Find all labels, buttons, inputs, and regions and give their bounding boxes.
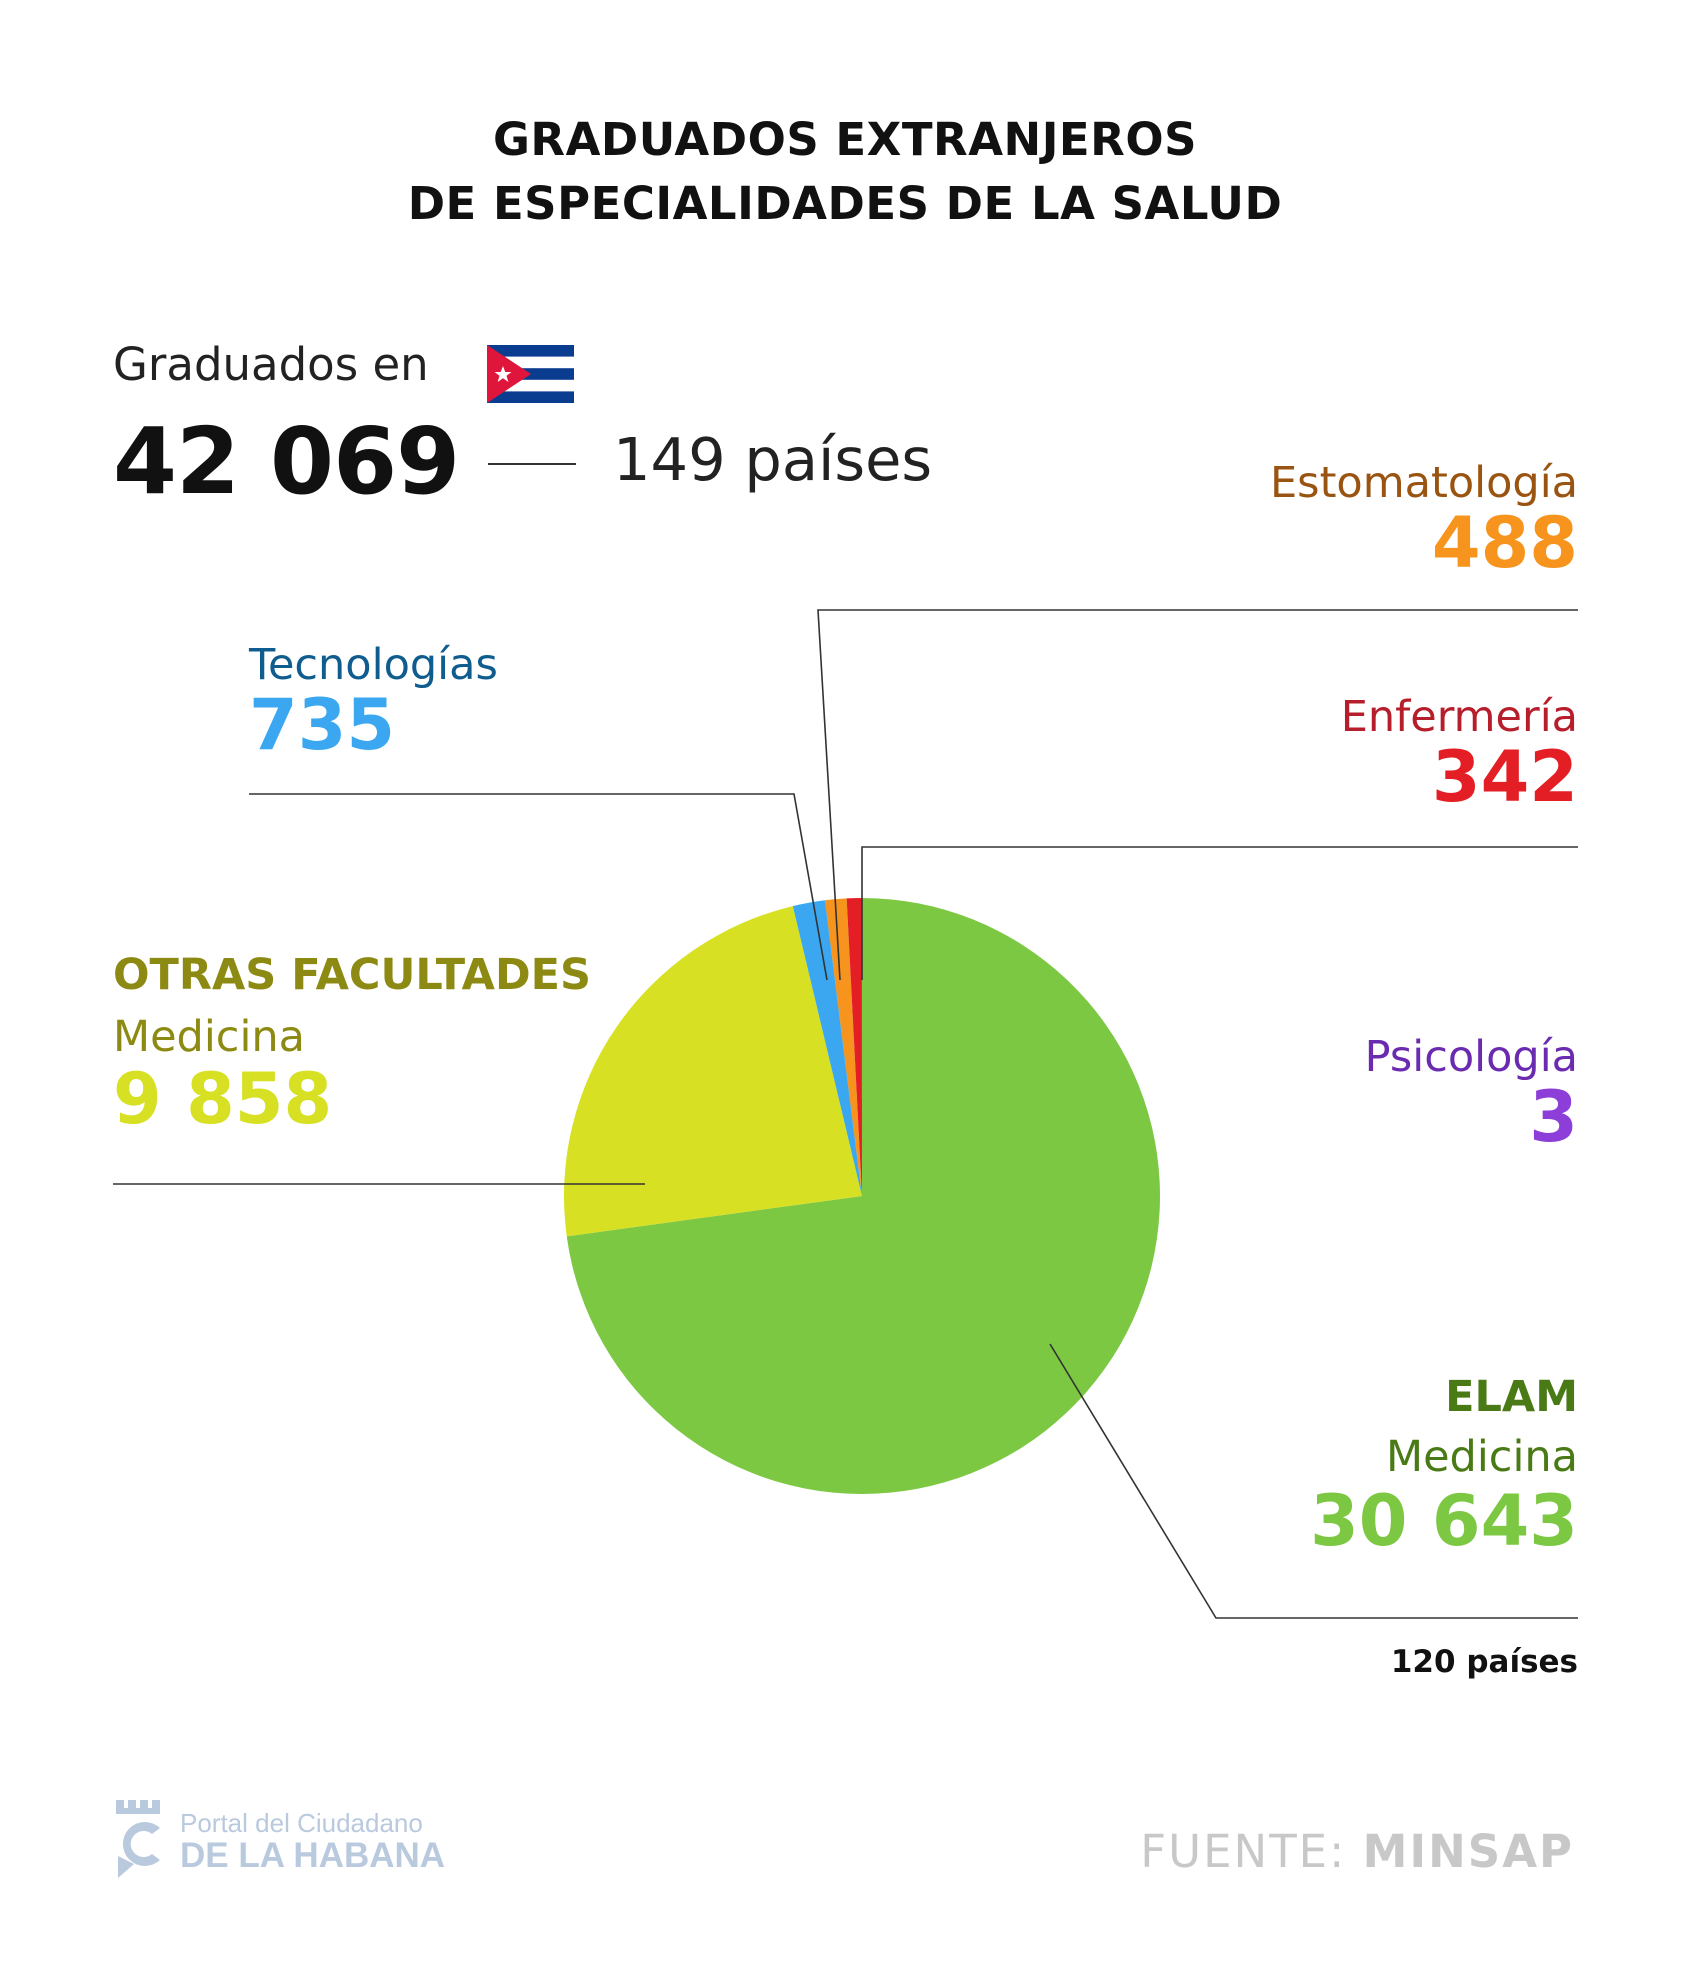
label-elam: ELAM Medicina 30 643 xyxy=(1310,1372,1578,1562)
label-estomatologia-name: Estomatología xyxy=(1270,458,1578,508)
label-tecnologias-name: Tecnologías xyxy=(249,640,498,690)
label-elam-name: Medicina xyxy=(1386,1432,1578,1482)
cuba-flag-icon xyxy=(487,345,574,403)
label-otras-value: 9 858 xyxy=(113,1058,333,1140)
pie-slice-elam xyxy=(566,898,1160,1495)
total-graduados: 42 069 xyxy=(113,408,460,515)
leader-elam xyxy=(1049,1343,1578,1619)
portal-logo-icon xyxy=(116,1800,160,1878)
label-enfermeria-name: Enfermería xyxy=(1340,692,1578,742)
label-psicologia: Psicología 3 xyxy=(1365,1032,1578,1158)
chart-title: GRADUADOS EXTRANJEROS DE ESPECIALIDADES … xyxy=(0,108,1690,236)
label-otras-name: Medicina xyxy=(113,1012,305,1062)
label-enfermeria: Enfermería 342 xyxy=(1341,692,1578,818)
pie-slice-otras xyxy=(564,906,862,1237)
pie-slice-tecnologias xyxy=(792,900,862,1196)
label-psicologia-name: Psicología xyxy=(1364,1032,1578,1082)
pie-slice-estomatologia xyxy=(825,898,862,1196)
label-tecnologias-value: 735 xyxy=(249,684,396,766)
leader-estomatologia xyxy=(817,609,1578,981)
label-estomatologia: Estomatología 488 xyxy=(1270,458,1578,584)
pie-slices xyxy=(564,897,1160,1495)
portal-logo-line1: Portal del Ciudadano xyxy=(180,1808,423,1838)
source-prefix: FUENTE: xyxy=(1140,1825,1347,1878)
label-estomatologia-value: 488 xyxy=(1431,502,1578,584)
total-dash xyxy=(488,463,576,465)
source-name: MINSAP xyxy=(1362,1825,1574,1878)
total-countries: 149 países xyxy=(613,425,933,494)
label-elam-value: 30 643 xyxy=(1310,1480,1578,1562)
portal-logo-line2: DE LA HABANA xyxy=(180,1836,446,1875)
pie-slice-enfermeria xyxy=(846,898,862,1196)
label-tecnologias: Tecnologías 735 xyxy=(249,640,498,766)
label-elam-group: ELAM xyxy=(1445,1372,1578,1422)
graduados-label: Graduados en xyxy=(113,338,429,391)
source-credit: FUENTE: MINSAP xyxy=(1140,1825,1574,1878)
label-otras: OTRAS FACULTADES Medicina 9 858 xyxy=(113,950,591,1140)
leader-tecnologias xyxy=(249,793,828,981)
label-enfermeria-value: 342 xyxy=(1431,736,1578,818)
label-otras-group: OTRAS FACULTADES xyxy=(113,950,591,1000)
title-line-2: DE ESPECIALIDADES DE LA SALUD xyxy=(407,177,1283,230)
leader-enfermeria xyxy=(861,846,1578,980)
label-elam-note: 120 países xyxy=(1390,1644,1578,1680)
label-psicologia-value: 3 xyxy=(1529,1076,1578,1158)
leader-lines xyxy=(113,609,1578,1619)
title-line-1: GRADUADOS EXTRANJEROS xyxy=(492,113,1197,166)
